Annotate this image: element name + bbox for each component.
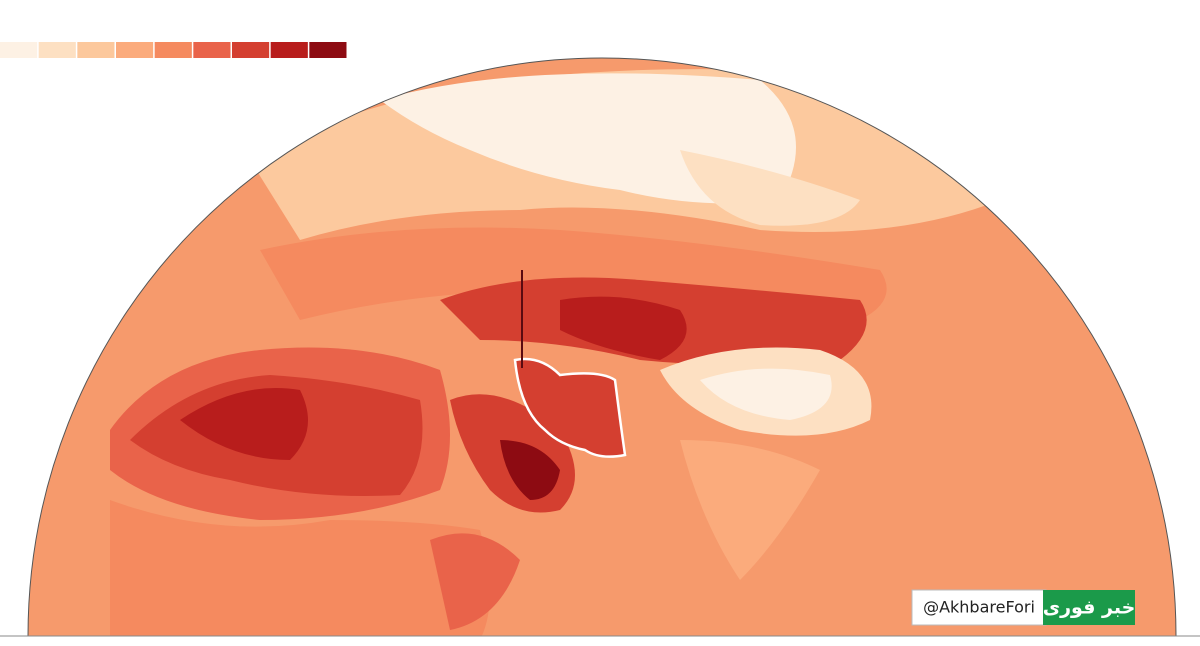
logo: خبر فوری: [1043, 597, 1136, 619]
legend-swatch: [270, 42, 308, 58]
legend: [0, 42, 347, 58]
globe: [28, 58, 1176, 636]
watermark-box: [911, 589, 1047, 626]
legend-swatch: [77, 42, 115, 58]
legend-swatch: [193, 42, 231, 58]
watermark-handle: @AkhbareFori: [923, 598, 1035, 617]
legend-swatch: [232, 42, 270, 58]
logo-box: [1043, 590, 1135, 625]
legend-swatch: [154, 42, 192, 58]
legend-swatch: [309, 42, 347, 58]
legend-swatch: [0, 42, 38, 58]
legend-swatch: [38, 42, 76, 58]
legend-swatch: [116, 42, 154, 58]
